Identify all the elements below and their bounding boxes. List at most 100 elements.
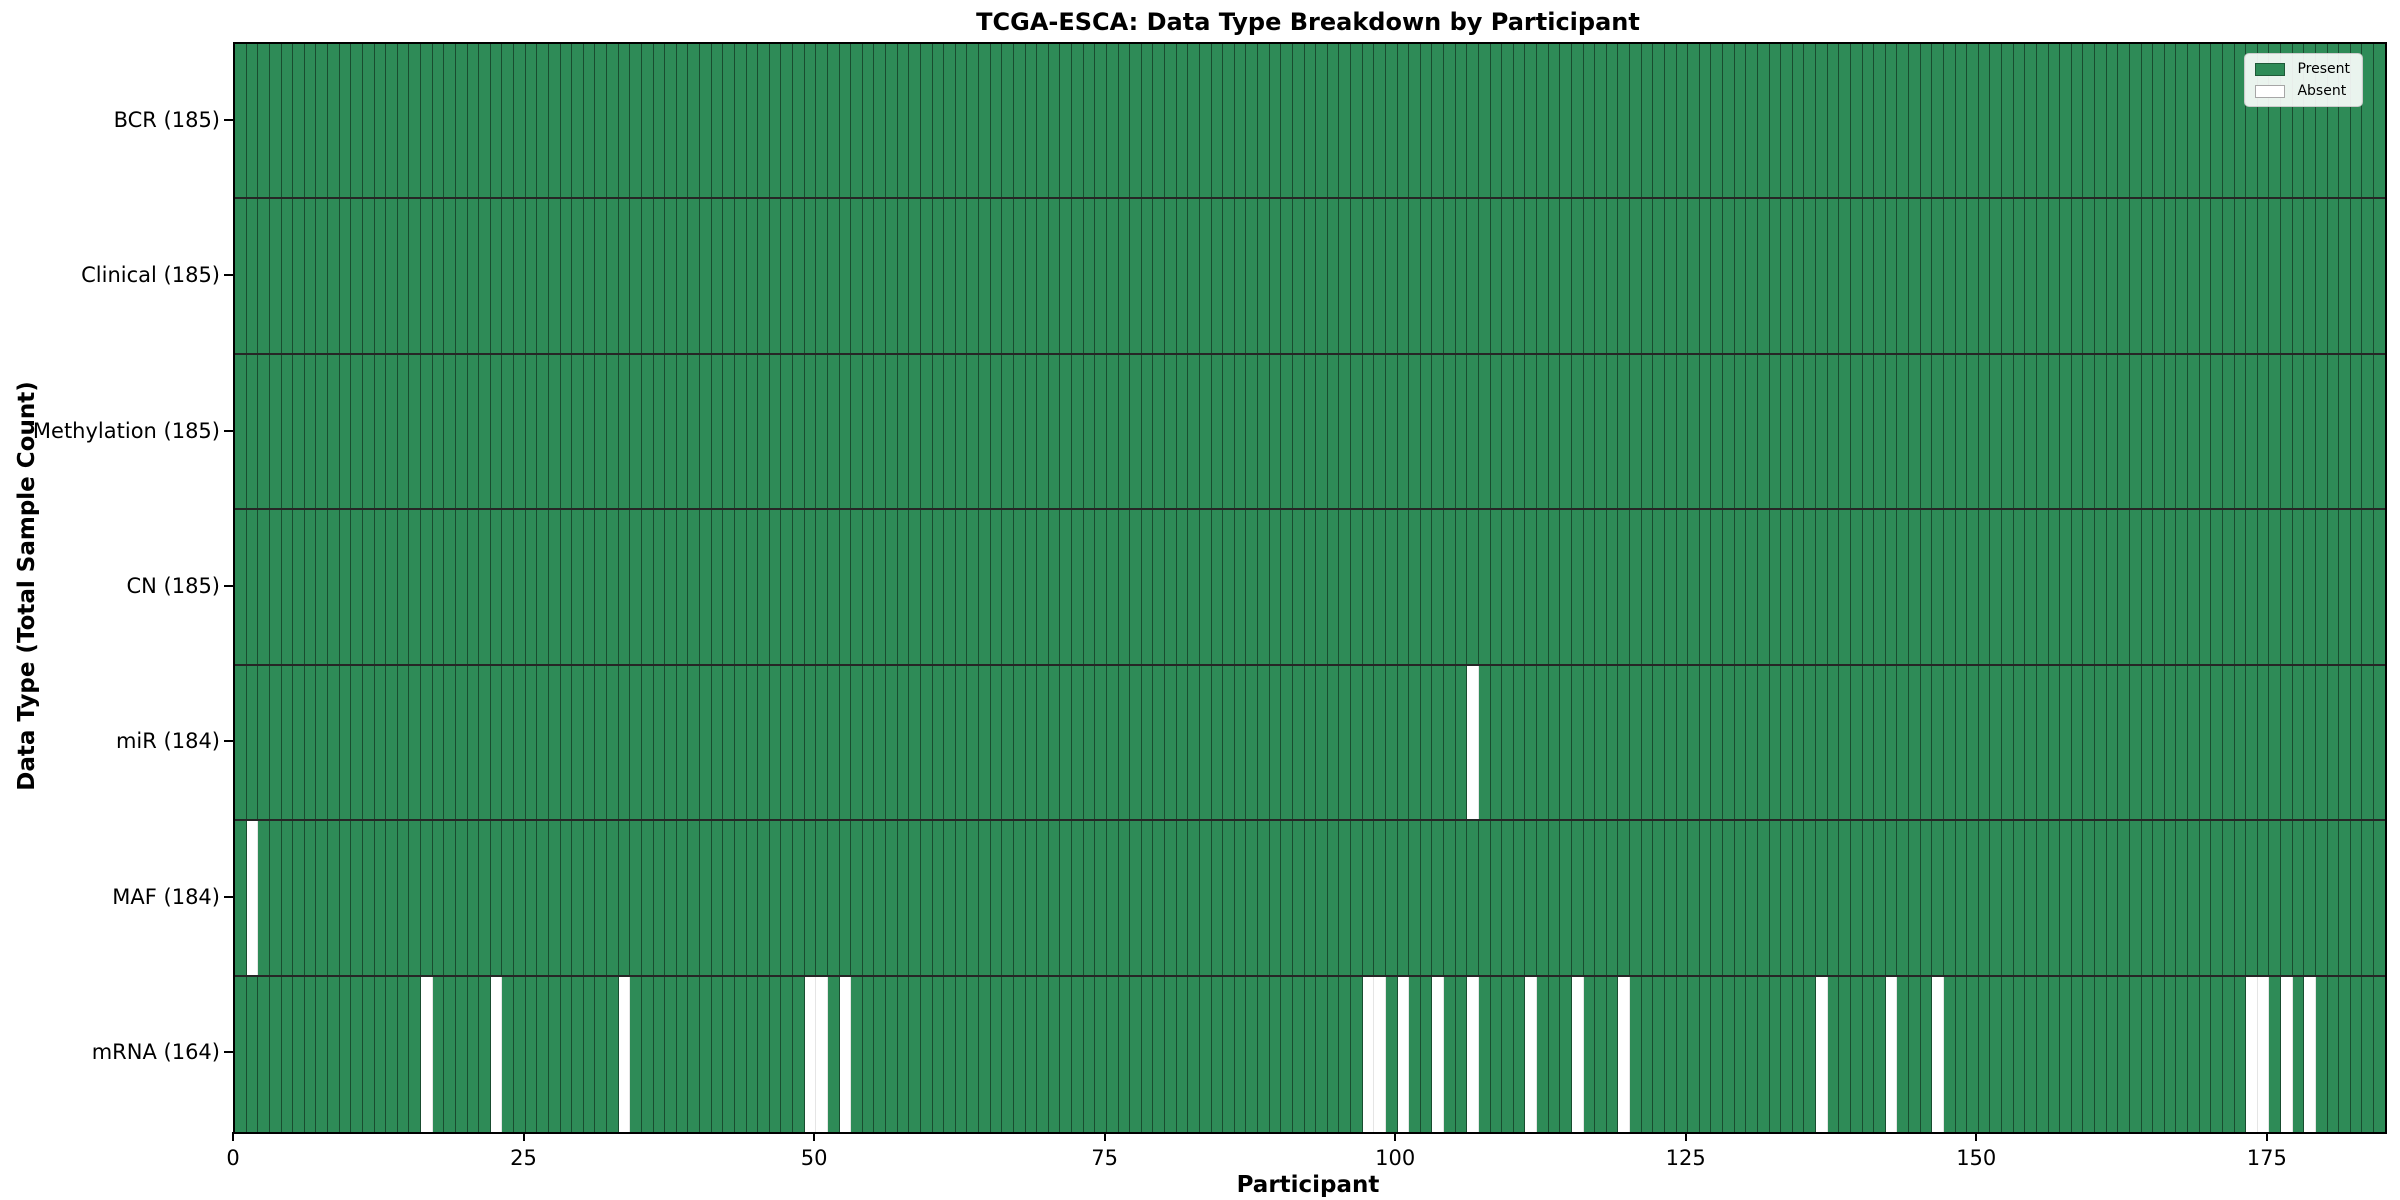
cell-maf-p55	[874, 821, 886, 975]
cell-methylation-p131	[1757, 355, 1770, 508]
cell-clinical-p69	[1037, 199, 1049, 353]
y-tick-label-bcr: BCR (185)	[113, 107, 220, 132]
cell-cn-p47	[781, 510, 793, 664]
cell-bcr-p92	[1304, 44, 1317, 197]
cell-cn-p168	[2188, 510, 2200, 664]
cell-mrna-p31	[595, 977, 607, 1132]
cell-methylation-p47	[781, 355, 793, 508]
cell-cn-p103	[1432, 510, 1444, 664]
cell-mrna-p103	[1432, 977, 1444, 1132]
cell-methylation-p162	[2118, 355, 2130, 508]
cell-bcr-p85	[1223, 44, 1235, 197]
cell-cn-p50	[816, 510, 828, 664]
cell-methylation-p140	[1862, 355, 1875, 508]
cell-clinical-p45	[758, 199, 770, 353]
cell-methylation-p93	[1316, 355, 1328, 508]
cell-mir-p129	[1734, 666, 1747, 819]
cell-cn-p14	[397, 510, 410, 664]
cell-clinical-p112	[1537, 199, 1549, 353]
cell-maf-p66	[1002, 821, 1014, 975]
cell-cn-p34	[630, 510, 642, 664]
cell-bcr-p13	[386, 44, 398, 197]
cell-cn-p15	[409, 510, 421, 664]
x-tick-label-25: 25	[510, 1146, 537, 1170]
cell-clinical-p161	[2106, 199, 2119, 353]
cell-mir-p55	[874, 666, 886, 819]
cell-maf-p20	[467, 821, 480, 975]
cell-mir-p83	[1199, 666, 1212, 819]
cell-methylation-p158	[2071, 355, 2084, 508]
cell-methylation-p24	[514, 355, 526, 508]
cell-clinical-p18	[444, 199, 456, 353]
cell-cn-p182	[2350, 510, 2363, 664]
cell-maf-p125	[1688, 821, 1700, 975]
cell-maf-p81	[1176, 821, 1189, 975]
cell-cn-p136	[1816, 510, 1828, 664]
cell-maf-p59	[920, 821, 933, 975]
cell-mrna-p84	[1211, 977, 1224, 1132]
cell-methylation-p163	[2129, 355, 2142, 508]
cell-mrna-p123	[1664, 977, 1677, 1132]
cell-maf-p43	[734, 821, 747, 975]
row-bcr	[235, 44, 2385, 199]
cell-mir-p98	[1374, 666, 1386, 819]
cell-mrna-p72	[1072, 977, 1084, 1132]
cell-clinical-p43	[734, 199, 747, 353]
cell-bcr-p81	[1176, 44, 1189, 197]
cell-bcr-p34	[630, 44, 642, 197]
cell-cn-p117	[1595, 510, 1607, 664]
cell-cn-p44	[746, 510, 759, 664]
cell-clinical-p25	[525, 199, 538, 353]
cell-maf-p53	[851, 821, 863, 975]
cell-clinical-p48	[793, 199, 805, 353]
cell-mir-p175	[2269, 666, 2281, 819]
cell-bcr-p23	[502, 44, 514, 197]
cell-cn-p12	[374, 510, 387, 664]
cell-methylation-p111	[1525, 355, 1537, 508]
cell-mir-p71	[1060, 666, 1072, 819]
cell-cn-p151	[1990, 510, 2002, 664]
cell-bcr-p155	[2036, 44, 2049, 197]
cell-mir-p64	[979, 666, 991, 819]
cell-mir-p100	[1397, 666, 1410, 819]
cell-mrna-p138	[1839, 977, 1851, 1132]
cell-mir-p48	[793, 666, 805, 819]
cell-maf-p157	[2060, 821, 2072, 975]
cell-bcr-p124	[1676, 44, 1689, 197]
cell-bcr-p178	[2304, 44, 2316, 197]
cell-mir-p39	[688, 666, 700, 819]
cell-methylation-p72	[1072, 355, 1084, 508]
cell-mrna-p85	[1223, 977, 1235, 1132]
cell-bcr-p73	[1083, 44, 1096, 197]
cell-clinical-p22	[490, 199, 503, 353]
cell-mir-p75	[1106, 666, 1119, 819]
cell-cn-p97	[1362, 510, 1375, 664]
cell-methylation-p74	[1095, 355, 1107, 508]
cell-mir-p174	[2257, 666, 2270, 819]
cell-bcr-p153	[2013, 44, 2026, 197]
cell-mir-p73	[1083, 666, 1096, 819]
cell-bcr-p119	[1618, 44, 1630, 197]
cell-bcr-p65	[990, 44, 1003, 197]
cell-maf-p64	[979, 821, 991, 975]
cell-maf-p147	[1943, 821, 1956, 975]
cell-bcr-p43	[734, 44, 747, 197]
cell-mrna-p172	[2234, 977, 2247, 1132]
cell-cn-p77	[1130, 510, 1142, 664]
cell-mrna-p173	[2246, 977, 2258, 1132]
cell-clinical-p180	[2327, 199, 2340, 353]
cell-cn-p3	[269, 510, 282, 664]
cell-cn-p54	[862, 510, 875, 664]
cell-mir-p7	[316, 666, 328, 819]
cell-clinical-p4	[281, 199, 294, 353]
cell-mrna-p109	[1502, 977, 1514, 1132]
cell-mrna-p139	[1850, 977, 1863, 1132]
cell-bcr-p60	[932, 44, 945, 197]
cell-methylation-p104	[1444, 355, 1456, 508]
cell-clinical-p89	[1269, 199, 1282, 353]
cell-cn-p159	[2083, 510, 2095, 664]
cell-clinical-p149	[1967, 199, 1979, 353]
cell-mrna-p12	[374, 977, 387, 1132]
cell-mrna-p67	[1013, 977, 1026, 1132]
cell-mrna-p157	[2060, 977, 2072, 1132]
